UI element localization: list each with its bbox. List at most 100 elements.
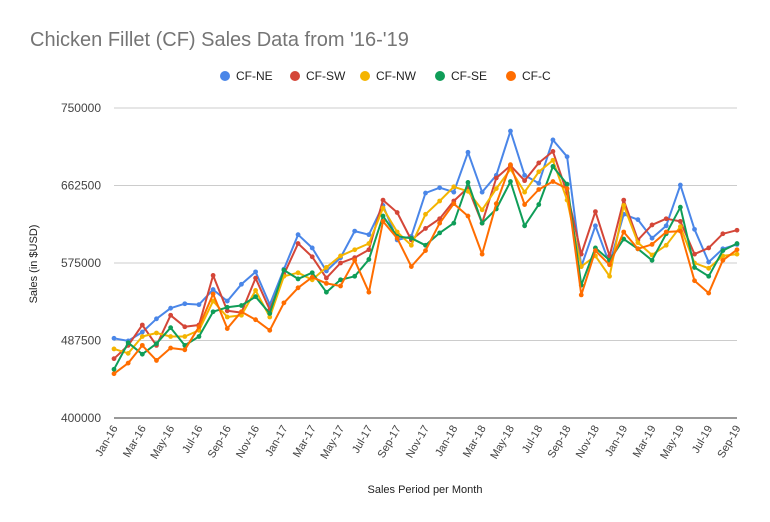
data-point	[536, 202, 542, 207]
data-point	[210, 273, 216, 278]
data-point	[168, 345, 174, 351]
data-point	[224, 326, 230, 331]
data-point	[451, 201, 457, 207]
legend-label: CF-SE	[451, 69, 487, 83]
x-tick-label: Jul-18	[520, 424, 545, 456]
data-point	[621, 229, 627, 235]
x-tick-label: Jul-17	[350, 424, 375, 456]
x-axis-ticks: Jan-16 Mar-16 May-16 Jul-16 Sep-16 Nov-16 Jan-…	[93, 424, 743, 462]
data-point	[210, 287, 216, 292]
data-point	[508, 162, 513, 168]
data-point	[366, 257, 372, 262]
x-tick-label: May-18	[488, 424, 517, 462]
y-axis-ticks: 400000 487500 575000 662500 750000	[61, 101, 101, 425]
data-point	[111, 356, 117, 362]
series-line	[113, 165, 738, 370]
data-point	[734, 247, 740, 253]
data-point	[111, 335, 117, 341]
data-point	[408, 242, 414, 248]
data-point	[677, 204, 683, 210]
data-point	[479, 189, 485, 195]
data-point	[267, 314, 273, 320]
data-point	[536, 187, 542, 192]
data-point	[465, 149, 471, 155]
y-tick-label: 750000	[61, 101, 101, 115]
data-point	[224, 304, 230, 310]
data-point	[423, 226, 428, 231]
series-cf-se	[111, 164, 740, 372]
data-point	[210, 298, 216, 304]
data-point	[154, 330, 159, 336]
x-tick-label: Jan-18	[433, 424, 460, 459]
legend-item: CF-C	[506, 69, 551, 83]
data-point	[465, 188, 471, 194]
data-point	[295, 285, 301, 291]
x-tick-label: May-19	[658, 424, 687, 462]
data-point	[253, 317, 258, 323]
x-tick-label: Nov-17	[404, 424, 432, 461]
legend-marker	[360, 71, 370, 81]
data-point	[394, 235, 400, 241]
data-point	[564, 186, 570, 192]
series-cf-nw	[111, 157, 740, 356]
data-point	[578, 264, 584, 269]
data-point	[706, 265, 712, 271]
data-point	[323, 289, 329, 295]
data-point	[621, 197, 627, 203]
data-point	[437, 230, 443, 236]
data-point	[649, 257, 655, 263]
data-point	[677, 224, 683, 230]
series-line	[113, 159, 738, 355]
data-point	[692, 226, 697, 232]
legend-label: CF-SW	[306, 69, 346, 83]
data-point	[139, 329, 145, 335]
data-point	[295, 232, 301, 238]
data-point	[649, 242, 655, 247]
data-point	[408, 264, 414, 269]
legend: CF-NE CF-SW CF-NW CF-SE CF-C	[220, 69, 551, 83]
data-point	[522, 189, 528, 195]
data-point	[692, 251, 697, 257]
data-point	[550, 179, 556, 184]
data-point	[423, 211, 428, 217]
data-point	[139, 342, 145, 348]
data-point	[550, 149, 556, 154]
x-tick-label: Jul-19	[690, 424, 715, 456]
x-tick-label: Mar-17	[291, 424, 319, 460]
data-point	[663, 229, 669, 235]
x-tick-label: May-17	[318, 424, 347, 462]
data-point	[224, 314, 230, 320]
data-point	[593, 223, 598, 229]
data-point	[380, 197, 386, 203]
data-point	[196, 334, 202, 339]
x-tick-label: Nov-16	[234, 424, 262, 461]
data-point	[408, 235, 414, 241]
data-point	[111, 371, 117, 377]
data-point	[635, 246, 641, 252]
legend-marker	[435, 71, 445, 81]
data-point	[677, 218, 683, 224]
data-point	[295, 241, 301, 246]
data-point	[168, 305, 174, 311]
data-point	[139, 334, 145, 339]
data-point	[309, 274, 315, 280]
data-point	[125, 340, 131, 346]
data-point	[706, 245, 712, 251]
legend-marker	[506, 71, 516, 81]
y-axis-label: Sales (in $USD)	[28, 225, 40, 304]
x-tick-label: Jul-16	[180, 424, 205, 456]
data-point	[550, 164, 556, 169]
data-point	[352, 257, 358, 263]
data-point	[508, 179, 513, 184]
legend-item: CF-NE	[220, 69, 273, 83]
data-point	[677, 182, 683, 188]
data-point	[139, 322, 145, 328]
legend-item: CF-SW	[290, 69, 346, 83]
data-point	[239, 303, 244, 308]
data-point	[635, 217, 641, 223]
data-point	[706, 273, 712, 279]
data-point	[309, 245, 315, 251]
data-point	[182, 347, 188, 353]
data-point	[423, 248, 428, 254]
